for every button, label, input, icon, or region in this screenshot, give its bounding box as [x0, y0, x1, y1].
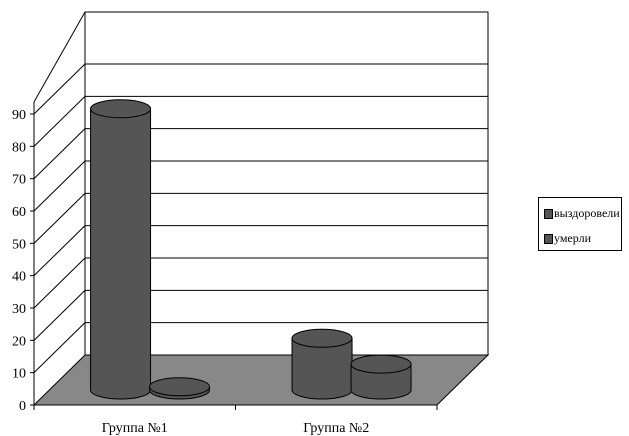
back-wall: [84, 11, 489, 356]
side-gridline-9: [33, 63, 86, 115]
y-tick-label-2: 20: [12, 334, 26, 349]
bar-body-1-1: [350, 363, 412, 400]
side-gridline-8: [33, 95, 86, 147]
legend: выздоровели умерли: [538, 197, 622, 251]
legend-item-1: умерли: [544, 231, 591, 246]
side-gridline-6: [33, 160, 86, 212]
bar-cap-0-1: [149, 377, 211, 397]
bar-1-1: [350, 354, 412, 400]
y-tick-label-4: 40: [12, 270, 26, 285]
side-gridline-4: [33, 225, 86, 277]
y-tick-label-7: 70: [12, 173, 26, 188]
legend-item-0: выздоровели: [544, 206, 620, 221]
bar-body-0-0: [90, 108, 152, 400]
y-tick-label-0: 0: [19, 399, 26, 414]
y-tick-label-3: 30: [12, 302, 26, 317]
bar-0-1: [149, 377, 211, 400]
side-gridline-3: [33, 257, 86, 309]
y-tick-label-1: 10: [12, 367, 26, 382]
legend-label-0: выздоровели: [554, 206, 620, 220]
legend-swatch-0: [544, 208, 553, 219]
legend-swatch-1: [544, 233, 553, 244]
bar-0-0: [90, 99, 152, 400]
y-tick-label-5: 50: [12, 237, 26, 252]
bar-1-0: [291, 328, 353, 400]
y-tick-label-9: 90: [12, 108, 26, 123]
side-gridline-5: [33, 192, 86, 244]
y-tick-label-6: 60: [12, 205, 26, 220]
legend-label-1: умерли: [554, 231, 592, 245]
y-tick-label-8: 80: [12, 140, 26, 155]
side-wall-top-edge: [33, 11, 86, 103]
bar-cap-0-0: [90, 99, 152, 119]
side-gridline-7: [33, 128, 86, 180]
x-tick-label-1: Группа №2: [303, 421, 369, 436]
bar-cap-1-0: [291, 328, 353, 348]
side-gridline-1: [33, 322, 86, 374]
side-gridline-2: [33, 289, 86, 341]
bar-cap-1-1: [350, 354, 412, 374]
x-tick-label-0: Группа №1: [102, 421, 168, 436]
